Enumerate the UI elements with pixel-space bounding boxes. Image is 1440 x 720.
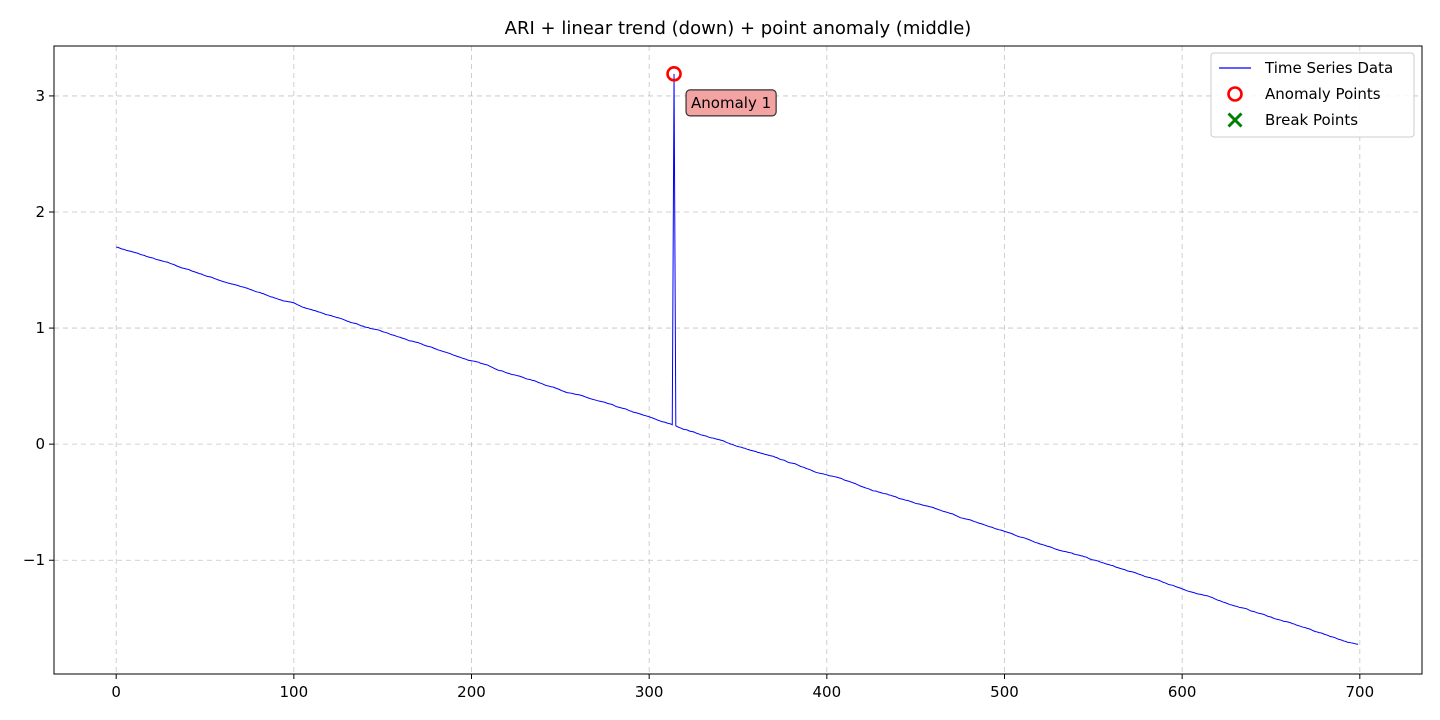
chart-title: ARI + linear trend (down) + point anomal… — [505, 18, 972, 39]
y-tick-label: 3 — [35, 87, 45, 105]
x-tick-label: 200 — [457, 683, 486, 701]
anomaly-point-marker — [666, 66, 682, 82]
anomaly-points — [666, 66, 682, 82]
legend-entry: Break Points — [1227, 111, 1358, 129]
x-tick-label: 0 — [111, 683, 121, 701]
plot-frame — [53, 45, 1423, 675]
legend-swatch-cross — [1227, 112, 1243, 128]
x-tick-label: 400 — [813, 683, 842, 701]
x-tick-label: 500 — [990, 683, 1019, 701]
legend-label: Break Points — [1265, 111, 1358, 129]
x-tick-label: 300 — [635, 683, 664, 701]
x-tick-label: 600 — [1168, 683, 1197, 701]
series-layer — [116, 73, 1359, 645]
y-tick-label: 0 — [35, 435, 45, 453]
annotation-text: Anomaly 1 — [691, 94, 771, 112]
legend-entry: Anomaly Points — [1227, 85, 1381, 103]
grid — [54, 46, 1422, 674]
x-tick-label: 700 — [1345, 683, 1374, 701]
legend-entry: Time Series Data — [1219, 59, 1393, 77]
legend-label: Anomaly Points — [1265, 85, 1381, 103]
annotations: Anomaly 1 — [685, 89, 777, 117]
y-tick-label: 1 — [35, 319, 45, 337]
annotation-anomaly-label: Anomaly 1 — [685, 89, 777, 117]
legend-label: Time Series Data — [1264, 59, 1393, 77]
y-tick-label: −1 — [23, 551, 45, 569]
x-tick-label: 100 — [280, 683, 309, 701]
legend-box — [1210, 52, 1415, 138]
axis-ticks: 0 100 200 300 400 500 600 700 −1 0 1 2 3 — [23, 87, 1374, 701]
annotation-box — [685, 89, 777, 117]
y-tick-label: 2 — [35, 203, 45, 221]
legend-swatch-circle — [1227, 86, 1243, 102]
legend: Time Series Data Anomaly Points Break Poin… — [1210, 52, 1415, 138]
series-line-time-series-data — [116, 73, 1359, 645]
